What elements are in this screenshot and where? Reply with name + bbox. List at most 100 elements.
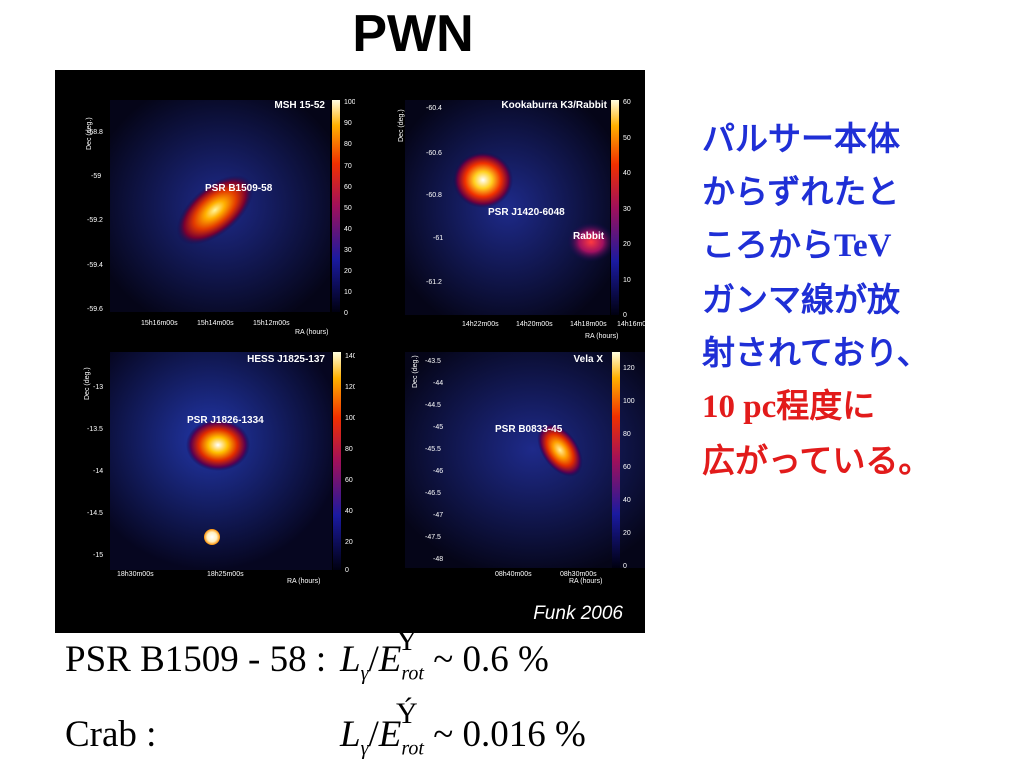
x-tick: 18h30m00s (117, 571, 154, 578)
y-tick: -45.5 (425, 446, 441, 453)
emission-region-rabbit (567, 222, 615, 262)
figure-credit: Funk 2006 (533, 603, 623, 624)
panel-msh-15-52: MSH 15-52 PSR B1509-58 Dec (deg.) RA (ho… (55, 70, 355, 340)
y-tick: -59 (91, 173, 101, 180)
pwn-skymap-figure: MSH 15-52 PSR B1509-58 Dec (deg.) RA (ho… (55, 70, 645, 633)
eq-E: E (378, 714, 402, 755)
scale-tick: 0 (623, 312, 627, 319)
emission-region (186, 419, 250, 471)
side-description: パルサー本体 からずれたと ころからTeV ガンマ線が放 射されており、 10 … (702, 112, 1002, 487)
scale-tick: 80 (344, 141, 352, 148)
color-scale-bar (332, 100, 340, 312)
side-line: 広がっている。 (702, 441, 932, 480)
source-label: PSR B0833-45 (495, 424, 563, 435)
equation-lhs: PSR B1509 - 58 : (65, 639, 327, 680)
scale-tick: 40 (345, 508, 353, 515)
scale-tick: 100 (344, 99, 355, 106)
scale-tick: 80 (623, 431, 631, 438)
x-axis-label: RA (hours) (569, 578, 602, 585)
y-axis-label: Dec (deg.) (412, 355, 419, 388)
edot-mark: Ÿ (396, 624, 418, 657)
x-tick: 15h12m00s (253, 320, 290, 327)
y-tick: -15 (93, 552, 103, 559)
scale-tick: 10 (344, 289, 352, 296)
scale-tick: 0 (345, 567, 349, 574)
scale-tick: 80 (345, 446, 353, 453)
scale-tick: 0 (623, 563, 627, 570)
scale-tick: 60 (344, 184, 352, 191)
x-tick: 18h25m00s (207, 571, 244, 578)
panel-title: Vela X (574, 354, 604, 365)
y-axis-label: Dec (deg.) (86, 117, 93, 150)
y-tick: -45 (433, 424, 443, 431)
y-tick: -59.6 (87, 306, 103, 313)
equation-ratio: Lγ/Erot ~ 0.016 % (340, 713, 586, 760)
scale-tick: 20 (344, 268, 352, 275)
x-axis-label: RA (hours) (295, 329, 328, 336)
scale-tick: 50 (344, 205, 352, 212)
side-line: 射されており、 (702, 333, 930, 372)
x-tick: 14h18m00s (570, 321, 607, 328)
scale-tick: 70 (344, 163, 352, 170)
eq-rot: rot (401, 737, 424, 760)
equation-crab: Crab : (65, 713, 156, 756)
tev-text: TeV (834, 228, 892, 264)
scale-tick: 40 (623, 497, 631, 504)
color-scale-bar (333, 352, 341, 570)
scale-tick: 120 (345, 384, 355, 391)
y-tick: -61.2 (426, 279, 442, 286)
scale-tick: 30 (623, 206, 631, 213)
x-tick: 15h14m00s (197, 320, 234, 327)
y-axis-label: Dec (deg.) (84, 367, 91, 400)
y-tick: -13 (93, 384, 103, 391)
x-tick: 14h22m00s (462, 321, 499, 328)
y-tick: -48 (433, 556, 443, 563)
scale-tick: 60 (623, 464, 631, 471)
y-tick: -14 (93, 468, 103, 475)
y-tick: -46.5 (425, 490, 441, 497)
scale-tick: 40 (623, 170, 631, 177)
equation-ratio: Lγ/Erot ~ 0.6 % (340, 638, 549, 685)
x-axis-label: RA (hours) (585, 333, 618, 340)
emission-region (176, 175, 254, 245)
scale-tick: 40 (344, 226, 352, 233)
eq-L: L (340, 639, 361, 680)
side-line: パルサー本体 (702, 119, 900, 158)
panel-hess-j1825: HESS J1825-137 PSR J1826-1334 Dec (deg.)… (55, 340, 355, 600)
eq-gamma: γ (360, 662, 369, 685)
panel-title: MSH 15-52 (274, 100, 325, 111)
x-axis-label: RA (hours) (287, 578, 320, 585)
source-label: PSR J1826-1334 (187, 415, 264, 426)
scale-tick: 100 (345, 415, 355, 422)
scale-tick: 50 (623, 135, 631, 142)
y-tick: -44 (433, 380, 443, 387)
side-line: からずれたと (702, 172, 900, 211)
y-tick: -14.5 (87, 510, 103, 517)
y-axis-label: Dec (deg.) (398, 109, 405, 142)
eq-gamma: γ (360, 737, 369, 760)
point-source (204, 529, 220, 545)
y-tick: -59.4 (87, 262, 103, 269)
side-line-text: 程度に (776, 386, 876, 425)
panel-title: Kookaburra K3/Rabbit (501, 100, 607, 111)
scale-tick: 20 (623, 241, 631, 248)
y-tick: -47 (433, 512, 443, 519)
distance-value: 10 pc (702, 389, 777, 425)
x-tick: 14h16m00s (617, 321, 645, 328)
y-tick: -61 (433, 235, 443, 242)
scale-tick: 140 (345, 353, 355, 360)
y-tick: -13.5 (87, 426, 103, 433)
scale-tick: 60 (345, 477, 353, 484)
y-tick: -60.8 (426, 192, 442, 199)
y-tick: -58.8 (87, 129, 103, 136)
scale-tick: 20 (345, 539, 353, 546)
scale-tick: 90 (344, 120, 352, 127)
x-tick: 08h30m00s (560, 571, 597, 578)
side-line: ガンマ線が放 (702, 280, 900, 319)
emission-region (537, 423, 583, 477)
y-tick: -43.5 (425, 358, 441, 365)
panel-vela-x: Vela X PSR B0833-45 Dec (deg.) RA (hours… (355, 340, 645, 600)
scale-tick: 100 (623, 398, 635, 405)
y-tick: -60.6 (426, 150, 442, 157)
eq-L: L (340, 714, 361, 755)
